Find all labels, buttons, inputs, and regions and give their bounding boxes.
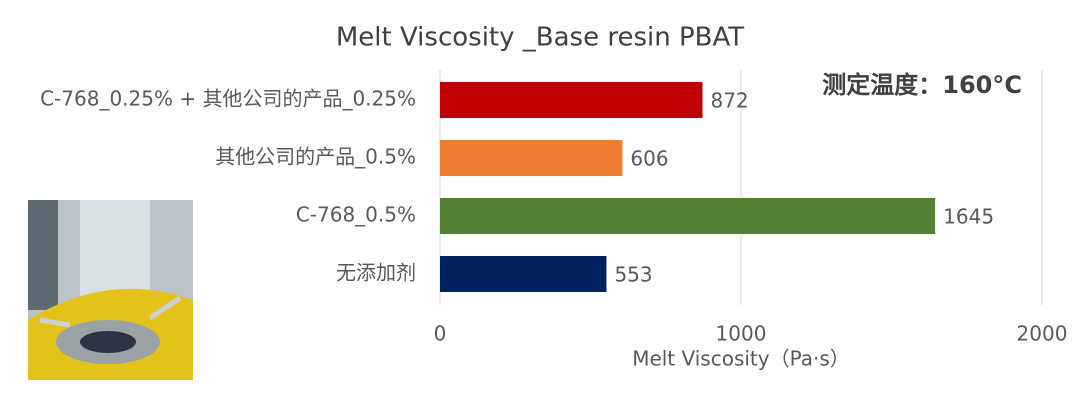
photo xyxy=(28,200,193,380)
photo-pipes xyxy=(39,295,182,328)
bar xyxy=(440,140,623,176)
bar xyxy=(440,256,607,292)
bar xyxy=(440,198,936,234)
x-tick-label: 1000 xyxy=(716,322,767,346)
photo-side xyxy=(28,200,58,310)
photo-hole xyxy=(80,331,136,353)
y-tick-label: C-768_0.5% xyxy=(296,203,416,227)
chart-title: Melt Viscosity _Base resin PBAT xyxy=(336,23,744,53)
y-tick-label: 无添加剂 xyxy=(336,261,416,285)
bar xyxy=(440,82,703,118)
value-label: 606 xyxy=(630,147,668,171)
y-tick-label: 其他公司的产品_0.5% xyxy=(215,145,416,169)
value-label: 1645 xyxy=(943,205,994,229)
y-tick-label: C-768_0.25% + 其他公司的产品_0.25% xyxy=(40,87,416,111)
value-label: 872 xyxy=(710,89,748,113)
x-tick-label: 2000 xyxy=(1017,322,1068,346)
value-label: 553 xyxy=(614,263,652,287)
x-tick-label: 0 xyxy=(434,322,447,346)
x-axis-label: Melt Viscosity（Pa·s） xyxy=(632,347,850,371)
annotation: 测定温度：160°C xyxy=(822,71,1022,99)
